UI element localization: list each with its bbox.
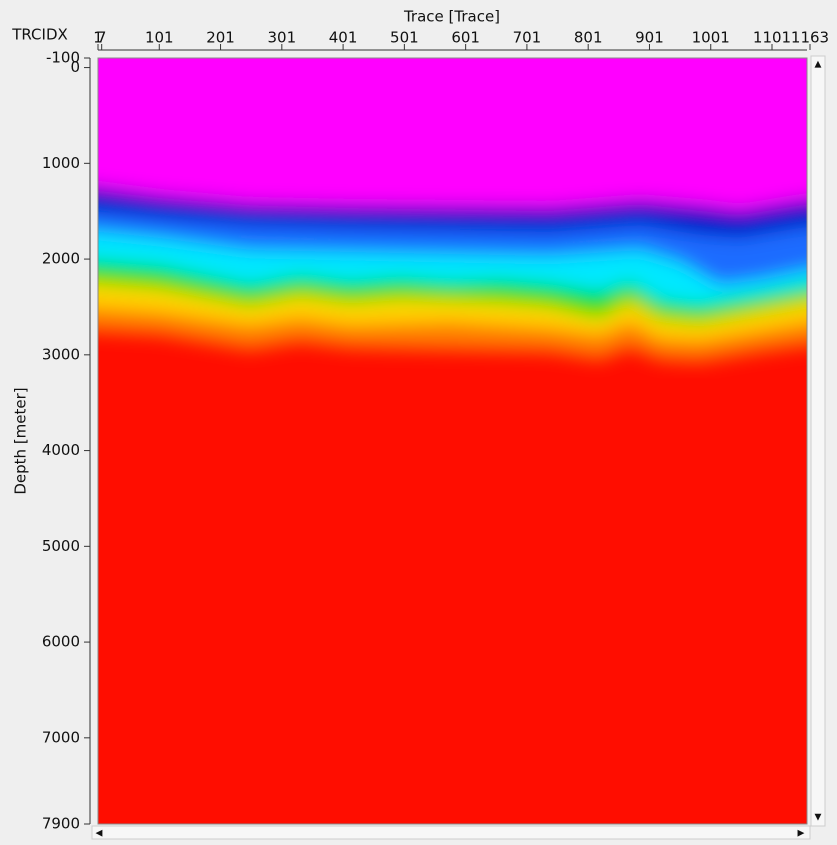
y-tick-label: 7000 [42, 728, 80, 746]
x-tick-label: 901 [635, 29, 664, 47]
velocity-image [98, 58, 807, 824]
x-axis-label: Trace [Trace] [403, 8, 500, 26]
vertical-scrollbar[interactable] [810, 55, 826, 827]
x-tick-label: 1 [93, 29, 103, 47]
x-tick-label: 601 [451, 29, 480, 47]
y-tick-label: 7900 [42, 815, 80, 833]
y-tick-label: -100 [46, 49, 80, 67]
x-tick-label: 1101 [753, 29, 791, 47]
scroll-left[interactable]: ◀ [96, 829, 103, 839]
x-tick-label: 7 [97, 29, 107, 47]
horizontal-scrollbar[interactable] [91, 825, 811, 840]
x-tick-label: 1163 [791, 29, 829, 47]
x-axis-name: TRCIDX [11, 26, 68, 44]
scroll-right[interactable]: ▶ [798, 829, 805, 839]
x-tick-label: 1001 [692, 29, 730, 47]
x-tick-label: 401 [329, 29, 358, 47]
x-tick-label: 801 [574, 29, 603, 47]
y-axis-label: Depth [meter] [12, 387, 30, 494]
y-tick-label: 3000 [42, 345, 80, 363]
x-tick-label: 301 [268, 29, 297, 47]
x-tick-label: 701 [513, 29, 542, 47]
y-tick-label: 6000 [42, 633, 80, 651]
y-tick-label: 5000 [42, 537, 80, 555]
x-tick-label: 101 [145, 29, 174, 47]
y-tick-label: 4000 [42, 441, 80, 459]
y-tick-label: 0 [70, 58, 80, 76]
scroll-up[interactable]: ▲ [815, 60, 822, 70]
scroll-down[interactable]: ▼ [815, 813, 822, 823]
x-tick-label: 501 [390, 29, 419, 47]
plot-frame [97, 57, 808, 825]
x-tick-label: 201 [206, 29, 235, 47]
y-tick-label: 1000 [42, 154, 80, 172]
y-tick-label: 2000 [42, 250, 80, 268]
